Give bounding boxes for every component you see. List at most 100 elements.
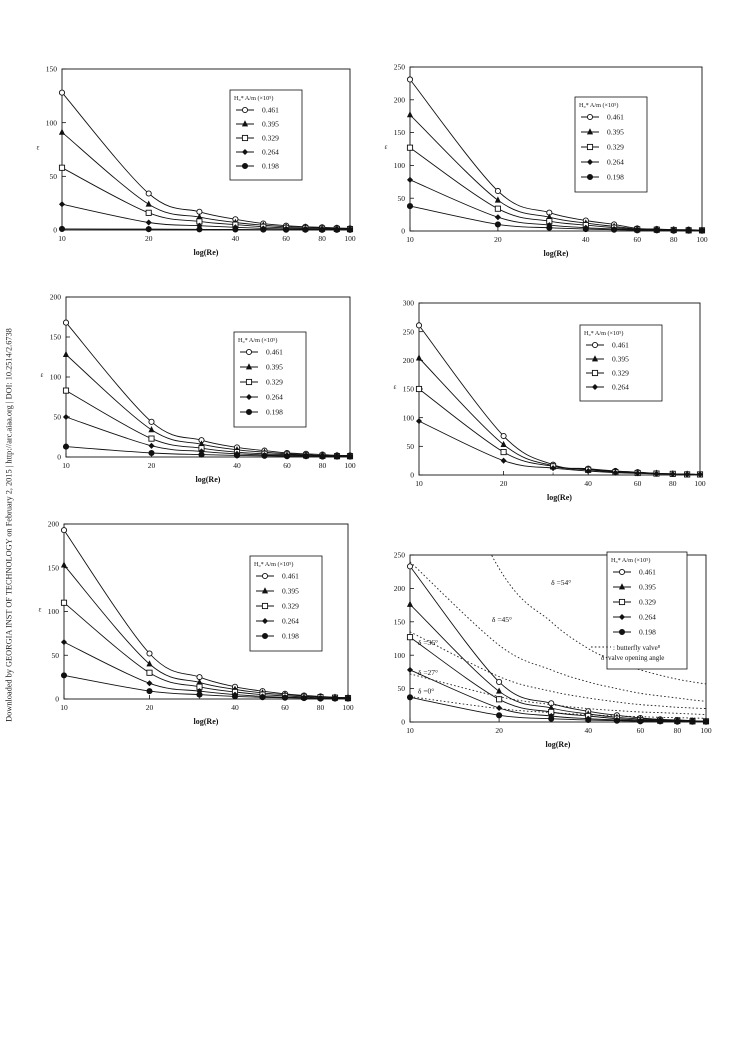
series-point (494, 205, 501, 212)
series-group (415, 418, 704, 478)
series-point (145, 219, 152, 226)
series-point (331, 695, 339, 702)
series-point (406, 111, 414, 118)
x-tick-label: 100 (694, 479, 706, 488)
series-point (58, 89, 66, 96)
series-line (409, 114, 703, 231)
series-line (63, 602, 349, 699)
legend-entry-label: 0.329 (607, 143, 624, 152)
y-tick-label: 150 (50, 333, 62, 342)
legend-swatch-marker (241, 134, 249, 142)
legend-swatch-marker (586, 158, 594, 166)
series-point (634, 470, 641, 477)
legend-title: H₀* A/m (×10⁵) (254, 561, 293, 568)
y-tick-label: 50 (52, 651, 60, 660)
series-point (415, 354, 423, 361)
chart-panel-3: 0 50 100 150 200 10 20 40 60 80 100 log(Re) ε H₀* A/m… (41, 293, 356, 484)
x-tick-label: 20 (500, 479, 508, 488)
series-group (58, 164, 354, 233)
legend-swatch-marker (241, 120, 249, 127)
series-point (494, 221, 501, 228)
legend-entry-label: 0.395 (262, 120, 279, 129)
series-line (65, 416, 351, 458)
series-point (653, 227, 660, 234)
series-group (58, 225, 354, 233)
series-point (406, 600, 414, 607)
series-point (698, 227, 706, 234)
series-point (60, 639, 68, 646)
series-point (670, 227, 677, 234)
series-point (344, 695, 352, 702)
series-group (406, 203, 706, 234)
x-tick-label: 10 (58, 234, 66, 243)
series-point (669, 471, 676, 478)
legend-swatch-marker (241, 162, 249, 170)
legend: H₀* A/m (×10⁵) 0.461 0.395 0.329 0.264 0.198 (249, 555, 323, 652)
legend: H₀* A/m (×10⁵) 0.461 0.395 0.329 0.264 0.198 (233, 331, 307, 428)
legend-title: H₀* A/m (×10⁵) (238, 337, 277, 344)
legend-entry-label: 0.264 (639, 613, 656, 622)
series-point (684, 471, 691, 478)
series-point (494, 196, 501, 203)
x-tick-label: 100 (344, 234, 356, 243)
legend-title: H₀* A/m (×10⁵) (234, 95, 273, 102)
series-point (283, 226, 290, 233)
series-line (63, 641, 349, 700)
chart-panel-2: 0 50 100 150 200 250 10 20 40 60 80 100 log(Re) ε H₀* … (385, 63, 708, 258)
download-watermark: Downloaded by GEORGIA INST OF TECHNOLOGY… (2, 300, 16, 750)
y-tick-label: 300 (403, 299, 415, 308)
series-point (406, 203, 414, 210)
y-tick-label: 100 (50, 373, 62, 382)
y-tick-label: 50 (50, 172, 58, 181)
series-point (62, 319, 70, 326)
reference-curve-label: δ =27° (418, 668, 438, 677)
series-point (550, 465, 557, 472)
x-tick-label: 100 (696, 235, 708, 244)
series-point (60, 527, 68, 534)
y-tick-label: 150 (48, 563, 60, 572)
y-tick-label: 100 (394, 161, 406, 170)
x-axis-label: log(Re) (194, 717, 219, 726)
series-point (58, 225, 66, 232)
legend-swatch-marker (261, 632, 269, 640)
series-point (406, 176, 414, 183)
series-line (61, 131, 351, 230)
y-tick-label: 0 (55, 695, 59, 704)
series-point (406, 76, 414, 83)
series-point (60, 672, 68, 679)
legend-entry-label: 0.264 (612, 383, 629, 392)
series-line (409, 147, 703, 231)
series-point (146, 660, 153, 667)
y-tick-label: 100 (403, 413, 415, 422)
y-tick-label: 0 (410, 471, 414, 480)
series-point (406, 634, 414, 641)
x-tick-label: 80 (317, 703, 325, 712)
series-point (196, 226, 203, 233)
reference-curve (410, 696, 706, 719)
series-line (65, 446, 350, 458)
legend-entry-label: 0.198 (282, 632, 299, 641)
legend: H₀* A/m (×10⁵) 0.461 0.395 0.329 0.264 0.198:… (591, 551, 688, 670)
y-tick-label: 0 (53, 226, 57, 235)
legend-swatch-marker (618, 598, 626, 606)
y-tick-label: 200 (394, 584, 406, 593)
series-point (406, 144, 414, 151)
y-tick-label: 200 (394, 95, 406, 104)
legend-swatch-marker (245, 393, 253, 401)
series-group (406, 666, 710, 725)
legend-swatch-marker (245, 348, 253, 356)
y-tick-label: 50 (407, 442, 415, 451)
series-point (260, 226, 267, 233)
series-line (418, 420, 701, 475)
legend: H₀* A/m (×10⁵) 0.461 0.395 0.329 0.264 (579, 324, 663, 402)
x-tick-label: 80 (319, 461, 327, 470)
series-point (233, 452, 241, 459)
series-line (61, 167, 351, 230)
series-point (283, 453, 291, 460)
series-point (62, 413, 70, 421)
x-tick-label: 60 (283, 461, 291, 470)
series-point (62, 350, 70, 357)
series-point (319, 453, 326, 460)
series-point (500, 457, 507, 464)
x-tick-label: 60 (633, 235, 641, 244)
